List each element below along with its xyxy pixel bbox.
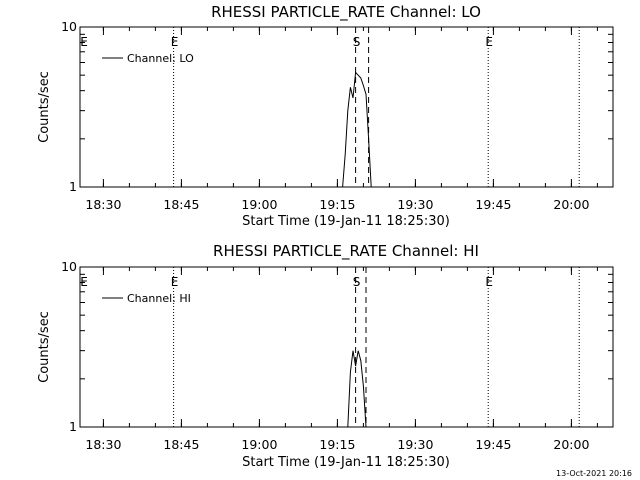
y-axis-label: Counts/sec [37, 311, 52, 383]
x-tick-label: 18:30 [85, 197, 121, 212]
footer-timestamp: 13-Oct-2021 20:16 [556, 469, 632, 478]
series-line [347, 350, 367, 428]
x-tick-label: 18:45 [163, 437, 199, 452]
x-tick-label: 19:15 [319, 197, 355, 212]
event-marker-label: S [353, 35, 361, 49]
x-tick-label: 19:45 [475, 437, 511, 452]
y-axis-label: Counts/sec [37, 71, 52, 143]
event-marker-label: S [353, 275, 361, 289]
x-tick-label: 20:00 [553, 197, 589, 212]
event-marker-label: E [485, 275, 493, 289]
x-tick-label: 19:00 [241, 197, 277, 212]
y-tick-label: 1 [69, 179, 77, 194]
plot-frame [79, 266, 614, 428]
series-line [342, 71, 372, 188]
x-tick-label: 19:45 [475, 197, 511, 212]
x-tick-label: 20:00 [553, 437, 589, 452]
edge-marker-label: E [80, 275, 88, 289]
event-marker-label: E [171, 275, 179, 289]
event-marker-label: E [485, 35, 493, 49]
x-tick-label: 19:30 [397, 197, 433, 212]
legend: Channel: HI [102, 292, 191, 305]
chart-panel-hi: RHESSI PARTICLE_RATE Channel: HI 18:30 18… [37, 242, 614, 470]
x-tick-label: 19:30 [397, 437, 433, 452]
x-tick-label: 19:00 [241, 437, 277, 452]
chart-title: RHESSI PARTICLE_RATE Channel: HI [213, 242, 479, 261]
legend: Channel: LO [102, 52, 194, 65]
x-tick-label: 19:15 [319, 437, 355, 452]
x-tick-label: 18:30 [85, 437, 121, 452]
chart-title: RHESSI PARTICLE_RATE Channel: LO [211, 3, 481, 22]
plot-frame [79, 26, 614, 188]
x-axis-label: Start Time (19-Jan-11 18:25:30) [242, 214, 450, 229]
y-tick-label: 10 [61, 259, 77, 274]
legend-label: Channel: LO [127, 52, 194, 65]
legend-label: Channel: HI [127, 292, 191, 305]
y-tick-label: 1 [69, 419, 77, 434]
chart-panel-lo: RHESSI PARTICLE_RATE Channel: LO 18:30 18… [37, 3, 614, 229]
x-axis-label: Start Time (19-Jan-11 18:25:30) [242, 455, 450, 470]
event-marker-label: E [171, 35, 179, 49]
x-tick-label: 18:45 [163, 197, 199, 212]
edge-marker-label: E [80, 35, 88, 49]
y-tick-label: 10 [61, 19, 77, 34]
